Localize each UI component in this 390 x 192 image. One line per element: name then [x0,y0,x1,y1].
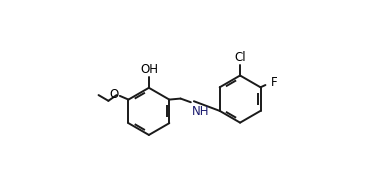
Text: Cl: Cl [234,51,246,65]
Text: F: F [271,76,277,89]
Text: NH: NH [191,105,209,118]
Text: OH: OH [140,63,158,75]
Text: O: O [110,88,119,101]
